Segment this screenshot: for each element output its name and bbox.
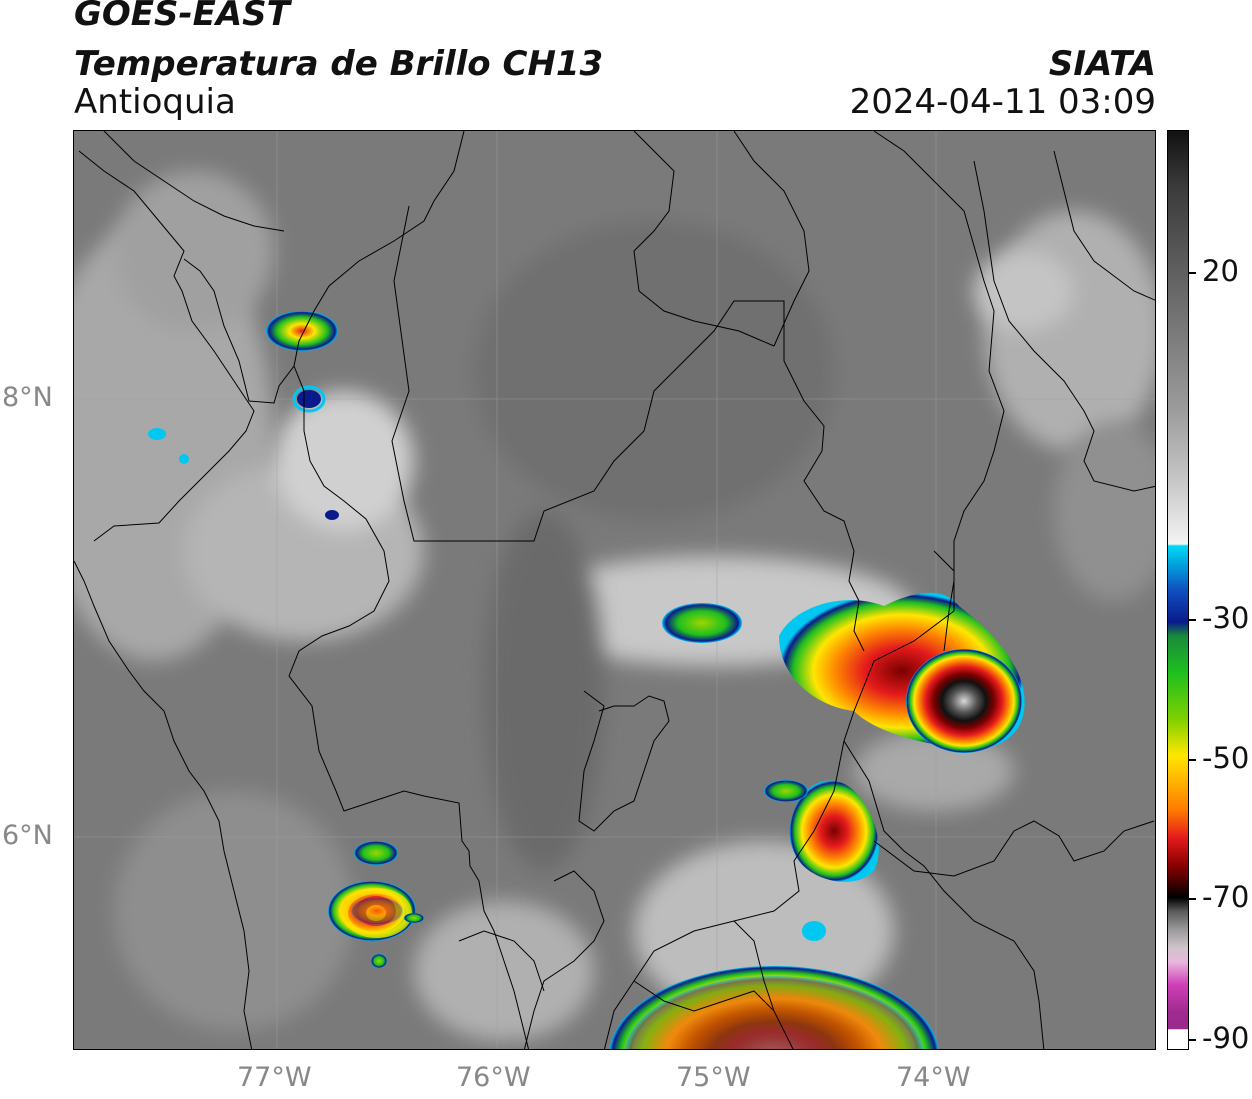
storm-cells [148, 311, 1025, 1049]
colorbar-label-minus30: -30 [1202, 601, 1250, 635]
colorbar-tick [1189, 898, 1196, 900]
colorbar-label-minus50: -50 [1202, 741, 1250, 775]
lat-label-8n: 8°N [2, 382, 53, 413]
colorbar-tick [1189, 272, 1196, 274]
colorbar-label-minus90: -90 [1202, 1021, 1250, 1055]
colorbar-tick [1189, 619, 1196, 621]
colorbar-tick [1189, 759, 1196, 761]
organization-label: SIATA [1048, 44, 1156, 84]
colorbar-tick [1189, 1039, 1196, 1041]
product-title: Temperatura de Brillo CH13 [74, 44, 604, 84]
boundaries [74, 131, 1155, 1049]
graticule [74, 131, 1155, 1049]
lon-label-74w: 74°W [896, 1062, 971, 1093]
lon-label-77w: 77°W [237, 1062, 312, 1093]
satellite-title: GOES-EAST [74, 0, 290, 34]
lon-label-75w: 75°W [676, 1062, 751, 1093]
map-canvas [74, 131, 1155, 1049]
timestamp-label: 2024-04-11 03:09 [849, 82, 1156, 122]
lon-label-76w: 76°W [456, 1062, 531, 1093]
colorbar-label-20: 20 [1202, 254, 1239, 288]
region-label: Antioquia [74, 82, 236, 122]
lat-label-6n: 6°N [2, 820, 53, 851]
colorbar-label-minus70: -70 [1202, 880, 1250, 914]
satellite-map[interactable] [73, 130, 1156, 1050]
colorbar [1167, 130, 1189, 1050]
